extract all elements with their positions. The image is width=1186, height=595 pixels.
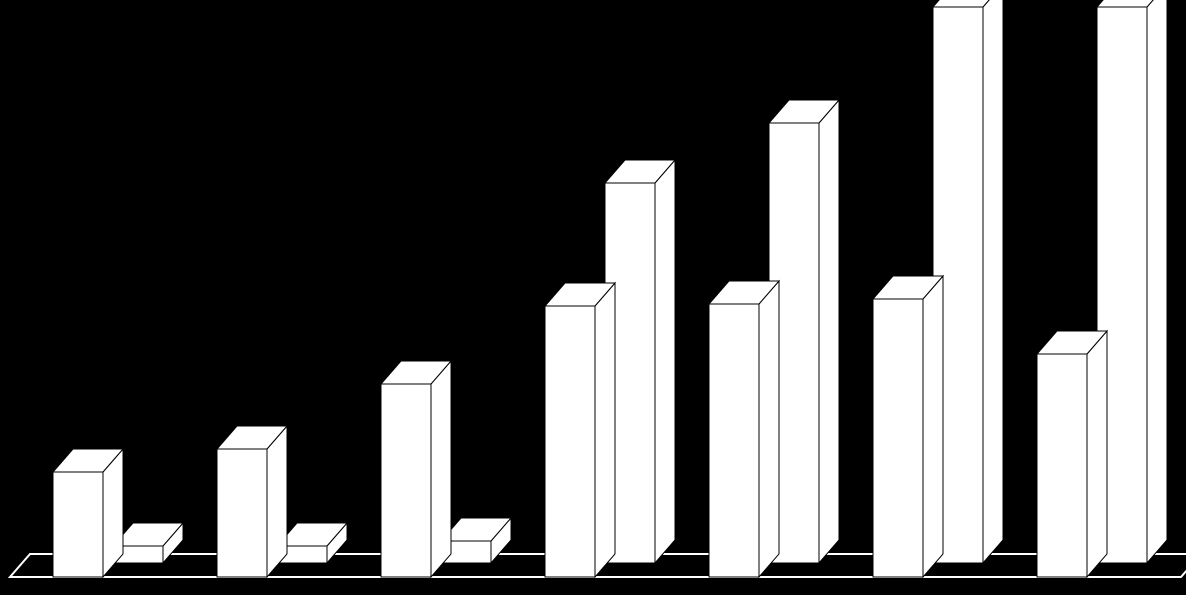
chart-3d-bars bbox=[0, 0, 1186, 595]
bar-g1-1 bbox=[217, 426, 287, 577]
bar-g3-1 bbox=[545, 283, 615, 577]
bar-g6-1 bbox=[1037, 331, 1107, 577]
bar-g5-1 bbox=[873, 276, 943, 577]
bar-g2-1 bbox=[381, 361, 451, 577]
chart-svg bbox=[0, 0, 1186, 595]
bar-g4-1 bbox=[709, 281, 779, 577]
bar-g0-1 bbox=[53, 449, 123, 577]
